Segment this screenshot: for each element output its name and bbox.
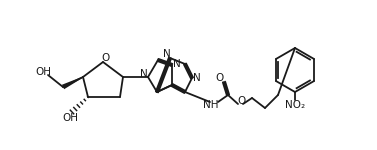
Text: N: N	[140, 69, 148, 79]
Text: OH: OH	[62, 113, 78, 123]
Text: NO₂: NO₂	[285, 100, 305, 110]
Text: N: N	[173, 59, 181, 69]
Text: NH: NH	[203, 100, 219, 110]
Text: N: N	[163, 49, 171, 59]
Polygon shape	[62, 76, 83, 89]
Text: O: O	[215, 73, 223, 83]
Text: N: N	[193, 73, 201, 83]
Text: OH: OH	[35, 67, 51, 77]
Text: O: O	[238, 96, 246, 106]
Text: O: O	[101, 53, 109, 63]
